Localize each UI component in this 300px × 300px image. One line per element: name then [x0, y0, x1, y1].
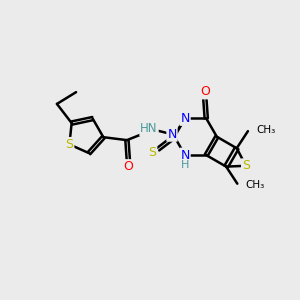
- Text: S: S: [242, 159, 250, 172]
- Text: N: N: [180, 148, 190, 162]
- Text: O: O: [200, 85, 210, 98]
- Text: O: O: [124, 160, 133, 173]
- Text: H: H: [181, 160, 189, 170]
- Text: S: S: [65, 138, 74, 151]
- Text: N: N: [167, 128, 177, 141]
- Text: S: S: [148, 146, 156, 159]
- Text: N: N: [180, 112, 190, 125]
- Text: HN: HN: [140, 122, 158, 135]
- Text: CH₃: CH₃: [256, 125, 275, 135]
- Text: CH₃: CH₃: [246, 180, 265, 190]
